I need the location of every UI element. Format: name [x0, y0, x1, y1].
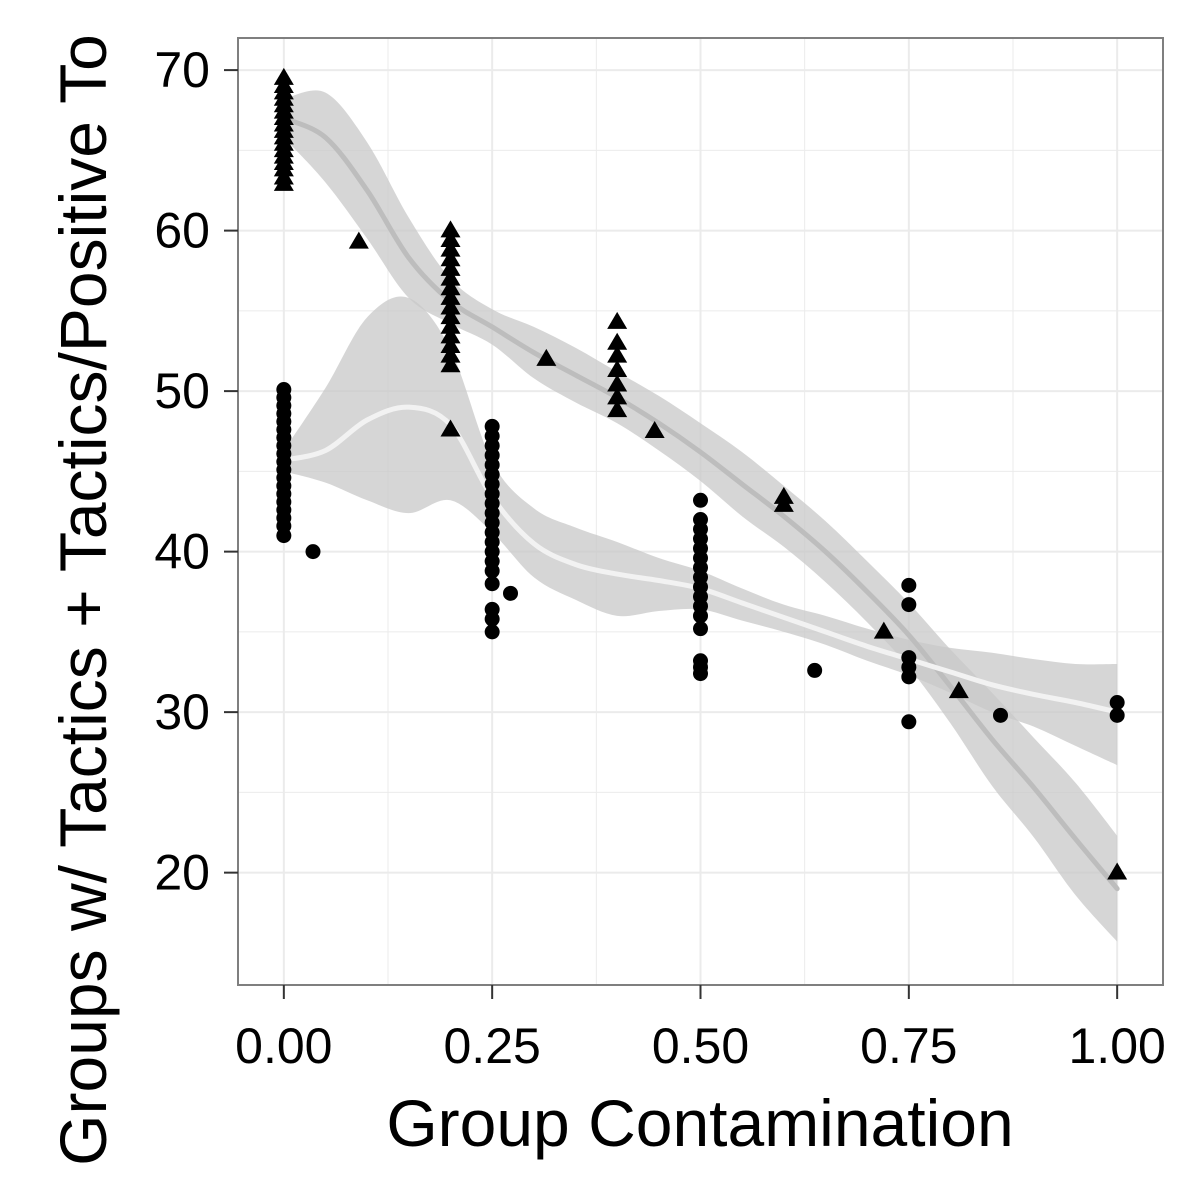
- circle-point: [901, 714, 917, 730]
- triangle-point: [536, 348, 557, 366]
- x-axis-title: Group Contamination: [386, 1086, 1013, 1160]
- triangle-point: [440, 220, 461, 238]
- x-tick-label: 0.00: [235, 1018, 332, 1074]
- triangle-point: [440, 335, 461, 353]
- triangle-point: [440, 230, 461, 248]
- triangle-point: [273, 173, 294, 191]
- triangle-point: [440, 316, 461, 334]
- triangle-point: [440, 345, 461, 363]
- y-axis-title: Groups w/ Tactics + Tactics/Positive To: [46, 34, 120, 1166]
- triangle-point: [440, 355, 461, 373]
- circle-point: [1109, 695, 1125, 711]
- circle-point: [901, 597, 917, 613]
- y-tick-label: 40: [154, 524, 210, 580]
- circle-point: [901, 577, 917, 593]
- x-tick-label: 1.00: [1069, 1018, 1166, 1074]
- y-tick-label: 70: [154, 42, 210, 98]
- triangle-point: [873, 621, 894, 639]
- circle-point: [305, 544, 321, 560]
- triangle-point: [644, 421, 665, 439]
- triangle-point: [440, 287, 461, 305]
- circle-point: [276, 528, 292, 544]
- circle-point: [503, 585, 518, 601]
- circle-point: [901, 669, 917, 685]
- triangle-point: [440, 249, 461, 267]
- x-tick-label: 0.50: [652, 1018, 749, 1074]
- circle-point: [693, 608, 708, 624]
- data-points: [273, 67, 1128, 880]
- triangle-point: [348, 231, 369, 249]
- triangle-point: [440, 239, 461, 257]
- triangle-point: [607, 387, 628, 405]
- circle-point: [484, 611, 500, 627]
- confidence-band: [283, 90, 1118, 942]
- triangle-point: [607, 374, 628, 392]
- triangle-point: [440, 258, 461, 276]
- triangle-point: [607, 345, 628, 363]
- triangle-point: [440, 326, 461, 344]
- circle-point: [1109, 707, 1125, 723]
- y-tick-label: 20: [154, 845, 210, 901]
- confidence-band: [283, 296, 1118, 766]
- triangle-point: [1107, 862, 1128, 880]
- circle-point: [484, 576, 500, 592]
- confidence-bands: [283, 90, 1118, 942]
- circle-point: [693, 492, 708, 508]
- circle-point: [693, 621, 708, 637]
- x-axis-ticks: 0.00 0.25 0.50 0.75 1.00: [235, 985, 1166, 1074]
- triangle-point: [440, 307, 461, 325]
- circle-point: [993, 707, 1008, 723]
- y-tick-label: 50: [154, 363, 210, 419]
- triangle-point: [440, 278, 461, 296]
- circle-point: [484, 624, 500, 640]
- x-tick-label: 0.75: [860, 1018, 957, 1074]
- circle-point: [807, 662, 823, 678]
- x-tick-label: 0.25: [444, 1018, 541, 1074]
- y-tick-label: 60: [154, 203, 210, 259]
- triangle-point: [607, 332, 628, 350]
- triangle-point: [440, 297, 461, 315]
- triangle-point: [607, 360, 628, 378]
- triangle-point: [773, 494, 794, 512]
- circle-point: [484, 563, 500, 579]
- smooth-fit-line: [281, 115, 1120, 892]
- circle-point: [693, 666, 708, 682]
- y-tick-label: 30: [154, 684, 210, 740]
- y-axis-ticks: 20 30 40 50 60 70: [154, 42, 238, 901]
- triangle-point: [607, 311, 628, 329]
- triangle-point: [440, 419, 461, 437]
- triangle-point: [948, 681, 969, 699]
- triangle-point: [607, 400, 628, 418]
- triangle-point: [440, 268, 461, 286]
